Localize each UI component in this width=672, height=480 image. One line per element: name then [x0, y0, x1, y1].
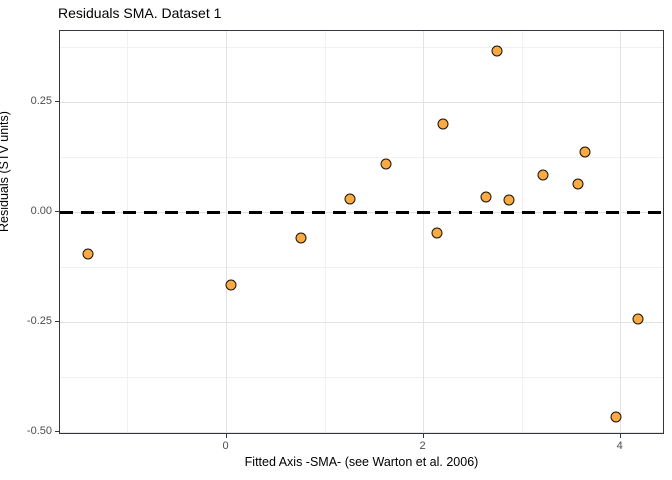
- y-tick-mark: [55, 100, 59, 102]
- y-axis-label: Residuals (STV units): [0, 111, 11, 232]
- data-point: [632, 313, 644, 325]
- data-point: [610, 411, 622, 423]
- data-point: [431, 227, 443, 239]
- x-tick-label: 2: [419, 440, 426, 452]
- data-point: [480, 191, 492, 203]
- y-tick-label: 0.00: [30, 205, 52, 218]
- chart-title: Residuals SMA. Dataset 1: [58, 5, 222, 21]
- data-point: [537, 169, 549, 181]
- data-point: [437, 118, 449, 130]
- x-tick-mark: [225, 434, 227, 438]
- gridline-major-x: [226, 31, 228, 433]
- data-point: [579, 146, 591, 158]
- y-tick-label: -0.25: [26, 315, 52, 328]
- y-tick-label: -0.50: [26, 425, 52, 438]
- x-tick-mark: [422, 434, 424, 438]
- gridline-major-x: [423, 31, 425, 433]
- data-point: [344, 193, 356, 205]
- gridline-minor-y: [60, 376, 663, 378]
- gridline-major-x: [620, 31, 622, 433]
- x-axis-label: Fitted Axis -SMA- (see Warton et al. 200…: [244, 455, 479, 469]
- data-point: [380, 158, 392, 170]
- y-tick-label: 0.25: [30, 95, 52, 108]
- gridline-minor-y: [60, 156, 663, 158]
- gridline-minor-y: [60, 46, 663, 48]
- data-point: [491, 45, 502, 57]
- gridline-major-y: [60, 431, 663, 433]
- gridline-major-y: [60, 321, 663, 323]
- data-point: [225, 279, 237, 291]
- y-tick-mark: [55, 210, 59, 212]
- data-point: [295, 232, 307, 244]
- gridline-minor-x: [521, 31, 523, 433]
- x-tick-label: 4: [616, 440, 623, 452]
- plot-panel: [59, 30, 664, 434]
- data-point: [572, 178, 584, 190]
- x-tick-mark: [619, 434, 621, 438]
- gridline-major-y: [60, 101, 663, 103]
- zero-reference-line: [60, 210, 663, 214]
- y-tick-mark: [55, 430, 59, 432]
- y-tick-mark: [55, 320, 59, 322]
- gridline-minor-y: [60, 266, 663, 268]
- x-tick-label: 0: [222, 440, 229, 452]
- gridline-minor-x: [127, 31, 129, 433]
- data-point: [503, 194, 515, 206]
- data-point: [82, 248, 94, 260]
- gridline-minor-x: [324, 31, 326, 433]
